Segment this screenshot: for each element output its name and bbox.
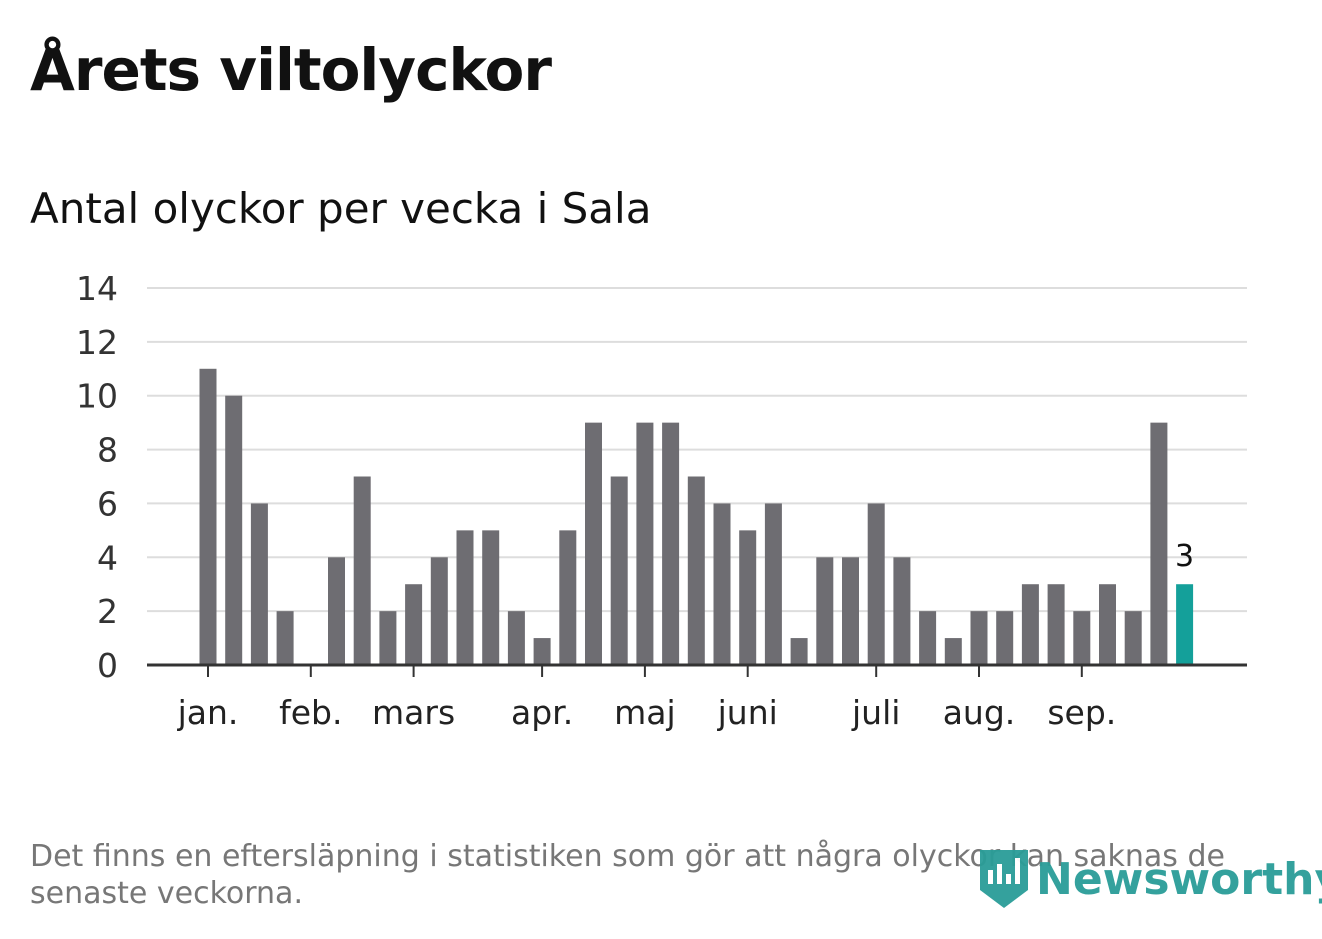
- bar: [456, 530, 474, 665]
- y-tick-label: 14: [76, 269, 118, 308]
- y-tick-label: 0: [97, 646, 118, 685]
- bar: [405, 584, 423, 665]
- bar: [842, 557, 859, 665]
- y-tick-label: 10: [76, 377, 118, 416]
- x-tick-label: feb.: [279, 693, 342, 732]
- bar: [328, 557, 345, 665]
- x-tick-label: juli: [851, 693, 900, 732]
- bar: [379, 611, 397, 665]
- x-tick-label: jan.: [177, 693, 239, 732]
- bar: [713, 503, 731, 665]
- x-tick-label: aug.: [943, 693, 1016, 732]
- bar: [610, 476, 628, 665]
- x-tick-label: apr.: [511, 693, 573, 732]
- bar: [687, 476, 705, 665]
- y-tick-label: 2: [97, 592, 118, 631]
- bar: [430, 557, 448, 665]
- bar: [585, 422, 602, 665]
- y-tick-label: 4: [97, 538, 118, 577]
- x-tick-label: maj: [614, 693, 676, 732]
- chart-subtitle: Antal olyckor per vecka i Sala: [30, 184, 652, 233]
- bar: [739, 530, 757, 665]
- y-tick-label: 12: [76, 323, 118, 362]
- bar: [507, 611, 525, 665]
- bar: [790, 638, 808, 665]
- newsworthy-logo: Newsworthy: [980, 850, 1322, 908]
- logo-text: Newsworthy: [1036, 853, 1322, 905]
- bar: [482, 530, 500, 665]
- bar: [893, 557, 911, 665]
- bar: [1124, 611, 1142, 665]
- bar: [1021, 584, 1039, 665]
- x-tick-label: mars: [372, 693, 455, 732]
- bar: [970, 611, 988, 665]
- bar: [1073, 611, 1091, 665]
- x-tick-label: juni: [717, 693, 778, 732]
- bar-chart: 0 2 4 6 8 10 12 14 3 jan. feb. mars apr. maj juni juli a…: [76, 269, 1247, 732]
- bar: [1099, 584, 1116, 665]
- bar: [662, 422, 680, 665]
- bar: [225, 395, 243, 665]
- bar: [1176, 584, 1194, 665]
- bar: [1150, 422, 1168, 665]
- bar: [533, 638, 551, 665]
- bar: [919, 611, 937, 665]
- x-tick-label: sep.: [1047, 693, 1116, 732]
- bar: [353, 476, 371, 665]
- bar: [1047, 584, 1065, 665]
- chart-title: Årets viltolyckor: [30, 36, 552, 104]
- bar: [867, 503, 885, 665]
- y-tick-label: 8: [97, 431, 118, 470]
- bar: [250, 503, 268, 665]
- bar: [944, 638, 962, 665]
- logo-icon: [980, 850, 1028, 908]
- bar: [816, 557, 834, 665]
- bar: [996, 611, 1014, 665]
- bar: [559, 530, 577, 665]
- y-tick-label: 6: [97, 484, 118, 523]
- bar: [199, 368, 217, 665]
- bar: [764, 503, 782, 665]
- bar: [636, 422, 654, 665]
- highlight-value-label: 3: [1175, 539, 1194, 574]
- bar: [276, 611, 294, 665]
